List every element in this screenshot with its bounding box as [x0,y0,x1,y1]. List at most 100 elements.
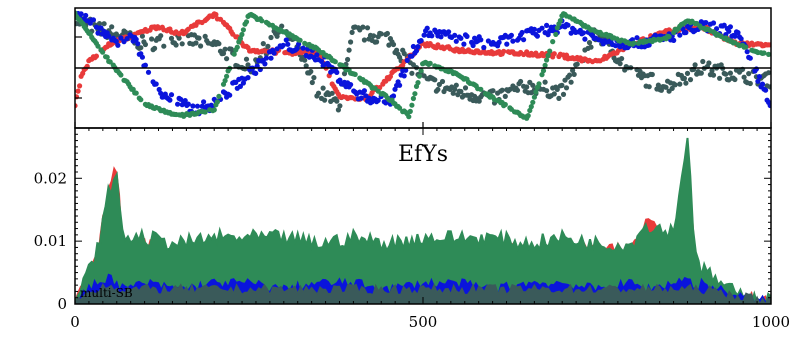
scatter-point [201,99,207,105]
scatter-point [563,85,570,91]
scatter-point [401,73,407,79]
scatter-point [732,33,738,39]
scatter-point [268,34,274,41]
scatter-point [265,43,271,50]
scatter-point [723,71,729,77]
scatter-point [404,57,410,64]
scatter-point [514,87,521,93]
scatter-point [118,35,124,41]
scatter-point [582,36,588,42]
scatter-point [470,42,476,49]
scatter-point [190,103,196,109]
scatter-point [401,50,407,57]
scatter-point [407,108,413,114]
scatter-point [755,78,761,84]
scatter-point [542,62,548,68]
scatter-point [133,36,139,43]
scatter-point [214,99,220,105]
scatter-point [677,81,683,87]
scatter-point [545,52,551,59]
scatter-point [167,97,173,103]
scatter-point [586,40,593,46]
scatter-point [501,48,507,54]
scatter-point [766,51,771,57]
scatter-point [224,56,230,62]
scatter-point [243,56,250,62]
scatter-point [227,92,233,98]
scatter-point [554,25,560,31]
scatter-point [709,68,715,74]
scatter-point [100,49,106,55]
scatter-point [78,11,84,17]
scatter-point [551,91,557,97]
scatter-point [124,36,130,42]
scatter-point [194,103,201,109]
scatter-point [303,63,309,69]
scatter-point [531,26,538,32]
scatter-point [418,68,424,74]
scatter-point [364,25,371,31]
scatter-point [490,88,496,94]
scatter-point [703,20,709,26]
scatter-point [438,34,444,40]
scatter-point [106,33,112,39]
scatter-point [253,70,259,76]
scatter-point [534,33,541,39]
scatter-point [732,76,738,83]
scatter-point [687,77,694,83]
scatter-point [222,78,228,84]
scatter-point [464,33,470,40]
scatter-point [390,41,397,48]
scatter-point [683,80,689,86]
scatter-point [346,47,352,53]
scatter-point [747,55,753,61]
scatter-point [245,62,251,68]
scatter-point [710,20,717,26]
scatter-point [759,81,766,87]
scatter-point [478,37,484,43]
scatter-point [669,85,675,91]
scatter-point [763,87,769,93]
scatter-point [767,102,771,109]
scatter-point [77,83,83,89]
scatter-point [406,114,412,120]
scatter-point [527,107,533,114]
scatter-point [753,66,760,72]
scatter-point [222,46,228,52]
top-scatter-panel [74,7,772,129]
scatter-point [213,11,219,18]
scatter-point [458,35,464,41]
scatter-point [767,42,771,48]
scatter-point [671,37,677,44]
scatter-point [374,39,380,45]
scatter-point [240,27,246,33]
scatter-point [649,71,655,78]
scatter-point [692,62,698,68]
area-series [75,137,771,304]
scatter-point [348,82,354,88]
scatter-point [348,39,354,45]
scatter-point [93,53,99,59]
scatter-point [539,72,545,78]
scatter-point [109,24,115,30]
scatter-point [655,82,662,88]
scatter-point [297,37,303,43]
scatter-point [386,42,392,48]
scatter-point [228,46,234,52]
scatter-point [531,94,538,100]
scatter-point [334,98,340,104]
scatter-point [684,70,691,76]
scatter-point [533,89,539,95]
scatter-point [101,21,107,27]
scatter-point [530,82,536,88]
scatter-point [263,55,269,61]
scatter-point [508,32,514,38]
scatter-point [551,51,557,57]
scatter-point [397,105,403,111]
area-series [75,282,771,304]
scatter-point [332,59,338,65]
annotation-label: multi-SB [80,286,133,300]
scatter-point [202,33,208,40]
scatter-point [199,103,205,109]
scatter-point [173,42,179,48]
